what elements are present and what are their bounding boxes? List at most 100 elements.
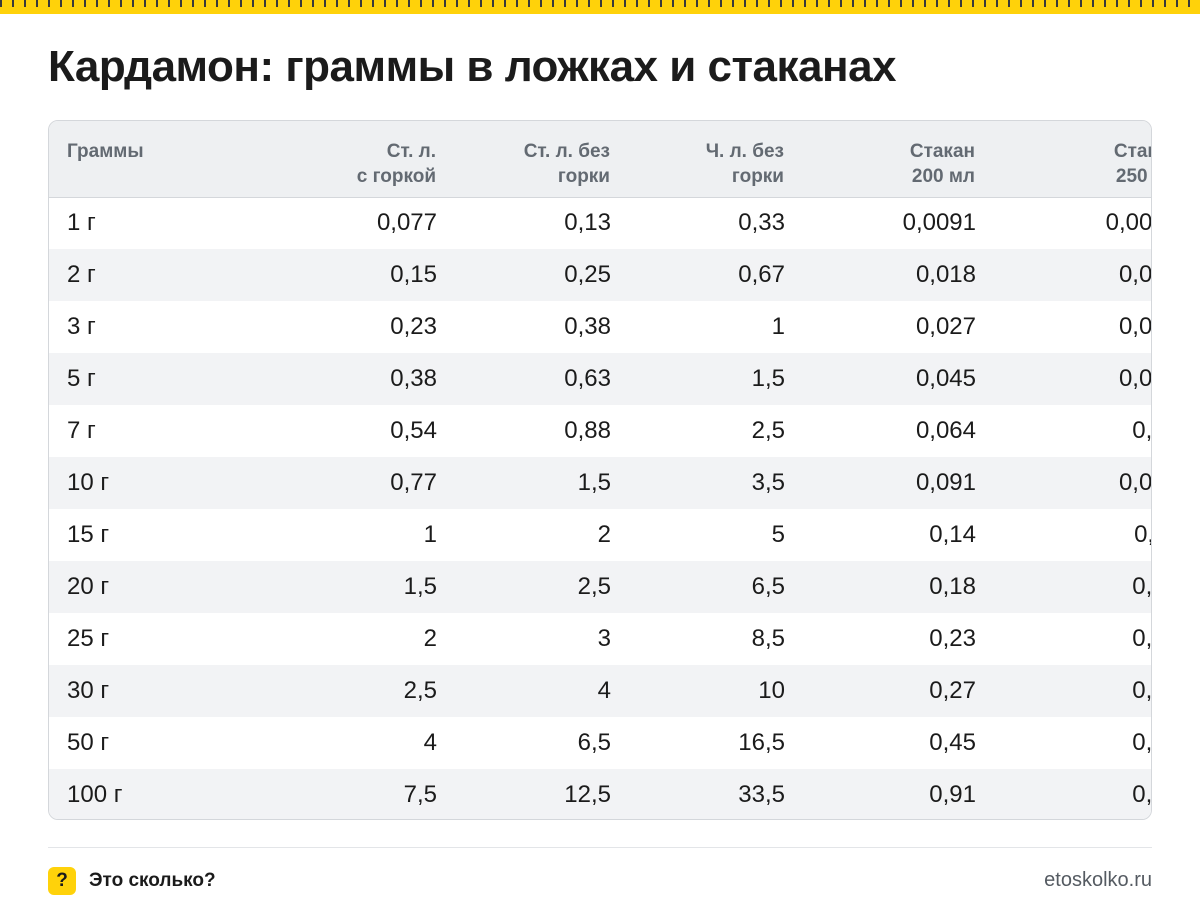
cell-grams: 15 г — [67, 521, 110, 548]
cell-glass-200: 0,091 — [915, 469, 976, 496]
cell-tsp-level: 2,5 — [751, 417, 785, 444]
brand-name: Это сколько? — [89, 870, 216, 891]
cell-grams: 1 г — [67, 209, 96, 237]
cell-grams: 100 г — [67, 781, 123, 808]
cell-tsp-level: 5 — [771, 521, 785, 548]
table-row: 1 г 0,077 0,13 0,33 0,0091 0,0071 — [49, 197, 1152, 249]
cell-glass-200: 0,14 — [929, 521, 976, 548]
cell-tbsp-heaped: 0,77 — [390, 469, 437, 496]
cell-tsp-level: 8,5 — [751, 625, 785, 652]
ruler-strip — [0, 0, 1200, 14]
header-tbsp-level: Ст. л. без горки — [437, 121, 611, 198]
cell-glass-250: 0,36 — [1132, 729, 1152, 756]
cell-tbsp-heaped: 1,5 — [403, 573, 437, 600]
site-url-link[interactable]: etoskolko.ru — [1044, 869, 1152, 891]
conversion-table: Граммы Ст. л. с горкой Ст. л. без горки … — [48, 120, 1152, 820]
cell-tbsp-level: 0,13 — [564, 209, 611, 237]
question-mark-icon: ? — [48, 867, 76, 895]
cell-glass-250: 0,071 — [1118, 469, 1152, 496]
cell-tbsp-heaped: 0,15 — [390, 261, 437, 288]
cell-tbsp-heaped: 2,5 — [403, 677, 437, 704]
table-row: 10 г 0,77 1,5 3,5 0,091 0,071 — [49, 457, 1152, 509]
cell-tbsp-level: 2,5 — [577, 573, 611, 600]
cell-tsp-level: 33,5 — [738, 781, 785, 808]
cell-glass-200: 0,18 — [929, 573, 976, 600]
cell-tbsp-level: 12,5 — [564, 781, 611, 808]
cell-grams: 3 г — [67, 313, 96, 340]
cell-tsp-level: 10 — [758, 677, 785, 704]
cell-glass-250: 0,05 — [1132, 417, 1152, 444]
table-row: 20 г 1,5 2,5 6,5 0,18 0,14 — [49, 561, 1152, 613]
cell-tbsp-heaped: 0,38 — [390, 365, 437, 392]
header-tsp-level: Ч. л. без горки — [611, 121, 785, 198]
cell-glass-250: 0,036 — [1118, 365, 1152, 392]
cell-glass-200: 0,018 — [915, 261, 976, 288]
table-row: 7 г 0,54 0,88 2,5 0,064 0,05 — [49, 405, 1152, 457]
cell-tbsp-level: 0,63 — [564, 365, 611, 392]
cell-grams: 2 г — [67, 261, 96, 288]
table-row: 100 г 7,5 12,5 33,5 0,91 0,71 — [49, 769, 1152, 819]
cell-glass-250: 0,0071 — [1105, 209, 1152, 237]
cell-grams: 20 г — [67, 573, 110, 600]
cell-grams: 10 г — [67, 469, 110, 496]
cell-glass-250: 0,21 — [1132, 677, 1152, 704]
header-grams: Граммы — [49, 121, 313, 198]
table-header-row: Граммы Ст. л. с горкой Ст. л. без горки … — [49, 121, 1151, 198]
cell-tsp-level: 0,33 — [738, 209, 785, 237]
cell-tbsp-heaped: 0,23 — [390, 313, 437, 340]
table-grid: Граммы Ст. л. с горкой Ст. л. без горки … — [49, 121, 1152, 819]
header-glass-250: Стакан 250 мл — [976, 121, 1151, 198]
cell-grams: 7 г — [67, 417, 96, 444]
cell-tbsp-heaped: 4 — [423, 729, 437, 756]
header-tbsp-heaped: Ст. л. с горкой — [313, 121, 437, 198]
cell-tbsp-heaped: 7,5 — [403, 781, 437, 808]
table-row: 15 г 1 2 5 0,14 0,11 — [49, 509, 1151, 561]
cell-glass-200: 0,27 — [929, 677, 976, 704]
page-title: Кардамон: граммы в ложках и стаканах — [48, 42, 897, 91]
cell-tbsp-level: 0,25 — [564, 261, 611, 288]
cell-grams: 30 г — [67, 677, 110, 704]
table-row: 30 г 2,5 4 10 0,27 0,21 — [49, 665, 1152, 717]
cell-tbsp-level: 4 — [597, 677, 611, 704]
cell-tbsp-heaped: 2 — [423, 625, 437, 652]
cell-tbsp-heaped: 0,077 — [376, 209, 437, 237]
cell-glass-200: 0,23 — [929, 625, 976, 652]
cell-glass-250: 0,71 — [1132, 781, 1152, 808]
cell-glass-200: 0,0091 — [902, 209, 976, 237]
cell-glass-250: 0,18 — [1132, 625, 1152, 652]
cell-grams: 25 г — [67, 625, 110, 652]
table-row: 2 г 0,15 0,25 0,67 0,018 0,014 — [49, 249, 1152, 301]
cell-tsp-level: 6,5 — [751, 573, 785, 600]
cell-tbsp-level: 6,5 — [577, 729, 611, 756]
cell-glass-200: 0,45 — [929, 729, 976, 756]
footer-divider — [48, 847, 1152, 848]
cell-grams: 5 г — [67, 365, 96, 392]
cell-glass-200: 0,064 — [915, 417, 976, 444]
cell-tsp-level: 16,5 — [738, 729, 785, 756]
table-row: 25 г 2 3 8,5 0,23 0,18 — [49, 613, 1152, 665]
cell-tbsp-level: 0,38 — [564, 313, 611, 340]
brand-link[interactable]: ? Это сколько? — [48, 867, 216, 895]
cell-glass-200: 0,045 — [915, 365, 976, 392]
cell-tsp-level: 0,67 — [738, 261, 785, 288]
table-row: 3 г 0,23 0,38 1 0,027 0,021 — [49, 301, 1152, 353]
cell-tsp-level: 3,5 — [751, 469, 785, 496]
header-glass-200: Стакан 200 мл — [785, 121, 976, 198]
table-row: 50 г 4 6,5 16,5 0,45 0,36 — [49, 717, 1152, 769]
cell-tbsp-heaped: 1 — [423, 521, 437, 548]
cell-tbsp-level: 0,88 — [564, 417, 611, 444]
table-row: 5 г 0,38 0,63 1,5 0,045 0,036 — [49, 353, 1152, 405]
cell-glass-250: 0,021 — [1118, 313, 1152, 340]
cell-glass-250: 0,014 — [1118, 261, 1152, 288]
cell-glass-250: 0,11 — [1134, 521, 1151, 548]
cell-tbsp-level: 2 — [597, 521, 611, 548]
cell-glass-200: 0,91 — [929, 781, 976, 808]
cell-tbsp-heaped: 0,54 — [390, 417, 437, 444]
cell-grams: 50 г — [67, 729, 110, 756]
cell-tbsp-level: 3 — [597, 625, 611, 652]
cell-tsp-level: 1,5 — [751, 365, 785, 392]
cell-glass-250: 0,14 — [1132, 573, 1152, 600]
cell-glass-200: 0,027 — [915, 313, 976, 340]
cell-tsp-level: 1 — [771, 313, 785, 340]
cell-tbsp-level: 1,5 — [577, 469, 611, 496]
